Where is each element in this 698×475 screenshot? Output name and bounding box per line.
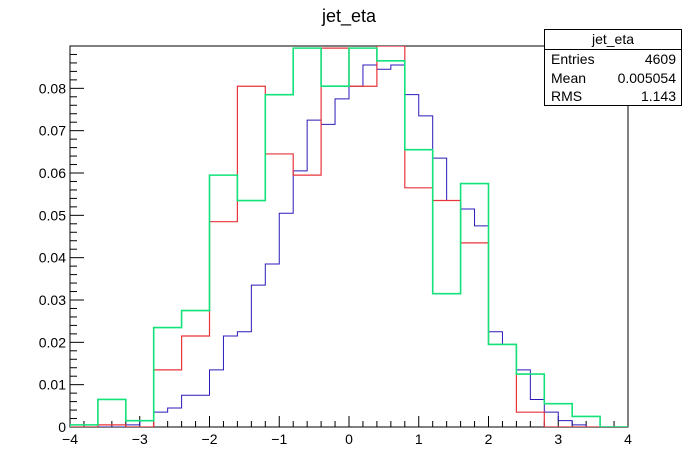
y-tick-label: 0.06 [39,165,66,181]
stats-rms-value: 1.143 [640,88,676,104]
y-tick-label: 0.02 [39,334,66,350]
stats-box: jet_eta Entries 4609 Mean 0.005054 RMS 1… [544,29,682,106]
stats-rms-row: RMS 1.143 [545,87,681,106]
y-tick-label: 0.05 [39,207,66,223]
y-tick-label: 0.01 [39,377,66,393]
x-tick-label: 1 [415,431,423,447]
y-tick-label: 0 [58,419,66,435]
x-tick-label: 2 [485,431,493,447]
y-tick-label: 0.07 [39,123,66,139]
x-tick-label: −4 [62,431,78,447]
x-tick-label: 4 [624,431,632,447]
stats-entries-row: Entries 4609 [545,50,681,69]
stats-rms-label: RMS [551,88,583,104]
stats-mean-value: 0.005054 [617,69,676,86]
stats-entries-label: Entries [551,51,595,67]
stats-title: jet_eta [545,30,681,50]
x-tick-label: −3 [132,431,148,447]
y-tick-label: 0.03 [39,292,66,308]
y-tick-label: 0.04 [39,250,66,266]
stats-mean-row: Mean 0.005054 [545,69,681,88]
x-tick-label: −2 [202,431,218,447]
chart-title: jet_eta [321,6,377,26]
x-tick-label: −1 [271,431,287,447]
series-green-histogram [70,47,628,427]
y-tick-label: 0.08 [39,80,66,96]
x-tick-label: 0 [345,431,353,447]
stats-mean-label: Mean [551,69,587,86]
stats-entries-value: 4609 [644,51,676,67]
x-tick-label: 3 [554,431,562,447]
